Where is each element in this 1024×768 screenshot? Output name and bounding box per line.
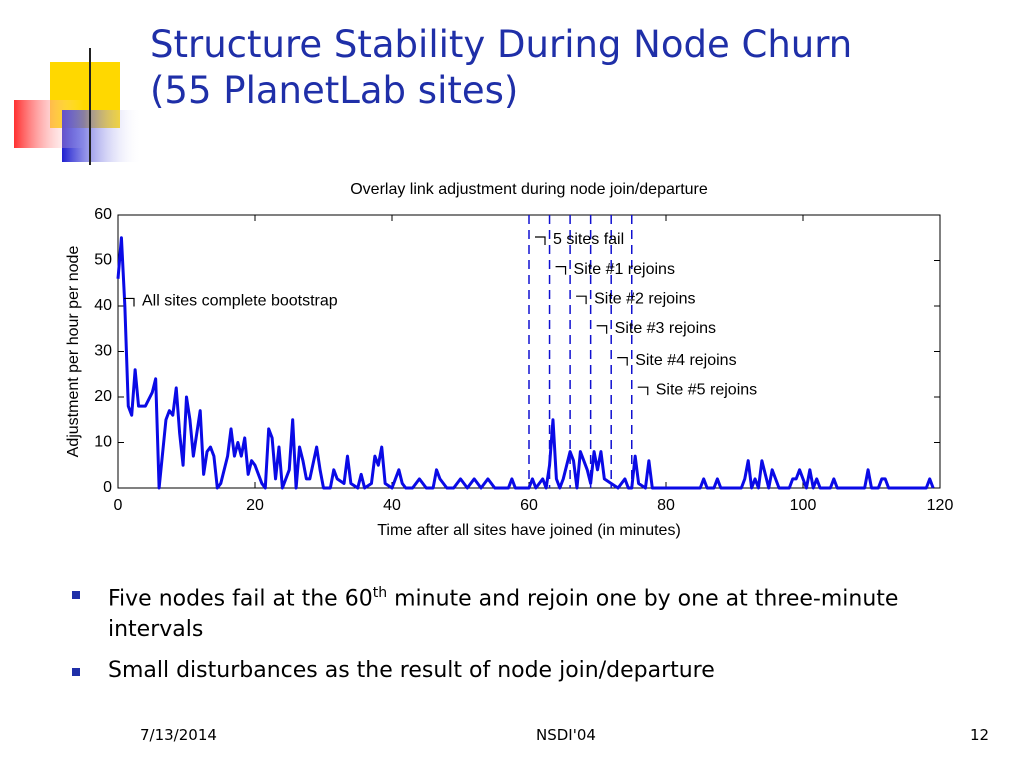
slide-title: Structure Stability During Node Churn (5…	[150, 22, 852, 114]
annotation: Site #4 rejoins	[635, 352, 736, 369]
annotation: Site #2 rejoins	[594, 290, 695, 307]
x-axis-label: Time after all sites have joined (in min…	[377, 522, 681, 539]
y-tick-label: 30	[94, 343, 112, 360]
footer-center: NSDI'04	[536, 726, 596, 744]
y-tick-label: 10	[94, 434, 112, 451]
x-tick-label: 60	[520, 497, 538, 514]
footer-page: 12	[970, 726, 990, 744]
annotation: Site #5 rejoins	[656, 381, 757, 398]
x-tick-label: 20	[246, 497, 264, 514]
annotation: Site #3 rejoins	[615, 320, 716, 337]
annotation-pointer	[124, 297, 135, 307]
x-tick-label: 100	[790, 497, 817, 514]
title-line: Structure Stability During Node Churn	[150, 23, 853, 66]
bullet-text: Five nodes fail at the 60	[108, 586, 373, 612]
y-tick-label: 20	[94, 388, 112, 405]
annotation-pointer	[535, 236, 546, 246]
x-tick-label: 80	[657, 497, 675, 514]
annotation-pointer	[596, 325, 608, 334]
y-tick-label: 40	[94, 297, 112, 314]
annotation-pointer	[637, 386, 649, 396]
title-line: (55 PlanetLab sites)	[150, 69, 519, 112]
footer-date: 7/13/2014	[140, 726, 217, 744]
annotation: All sites complete bootstrap	[142, 293, 338, 310]
superscript: th	[372, 585, 388, 601]
x-tick-label: 40	[383, 497, 401, 514]
bullet: Small disturbances as the result of node…	[72, 655, 952, 686]
y-tick-label: 0	[103, 479, 112, 496]
bullets: Five nodes fail at the 60th minute and r…	[72, 578, 952, 696]
annotation: 5 sites fail	[553, 231, 624, 248]
bullet: Five nodes fail at the 60th minute and r…	[72, 578, 952, 645]
y-tick-label: 60	[94, 206, 112, 223]
deco	[14, 100, 84, 148]
chart-title: Overlay link adjustment during node join…	[350, 181, 708, 198]
data-line	[116, 236, 935, 490]
bullet-text: Small disturbances as the result of node…	[108, 658, 715, 684]
chart: Overlay link adjustment during node join…	[65, 181, 953, 539]
y-tick-label: 50	[94, 252, 112, 269]
x-tick-label: 120	[927, 497, 954, 514]
annotation-pointer	[555, 266, 567, 275]
bullet-text: minute and rejoin one by one at three-mi…	[108, 586, 899, 643]
x-tick-label: 0	[114, 497, 123, 514]
annotation-pointer	[617, 357, 628, 366]
annotation: Site #1 rejoins	[574, 261, 675, 278]
annotation-pointer	[576, 295, 587, 305]
y-axis-label: Adjustment per hour per node	[65, 246, 82, 458]
